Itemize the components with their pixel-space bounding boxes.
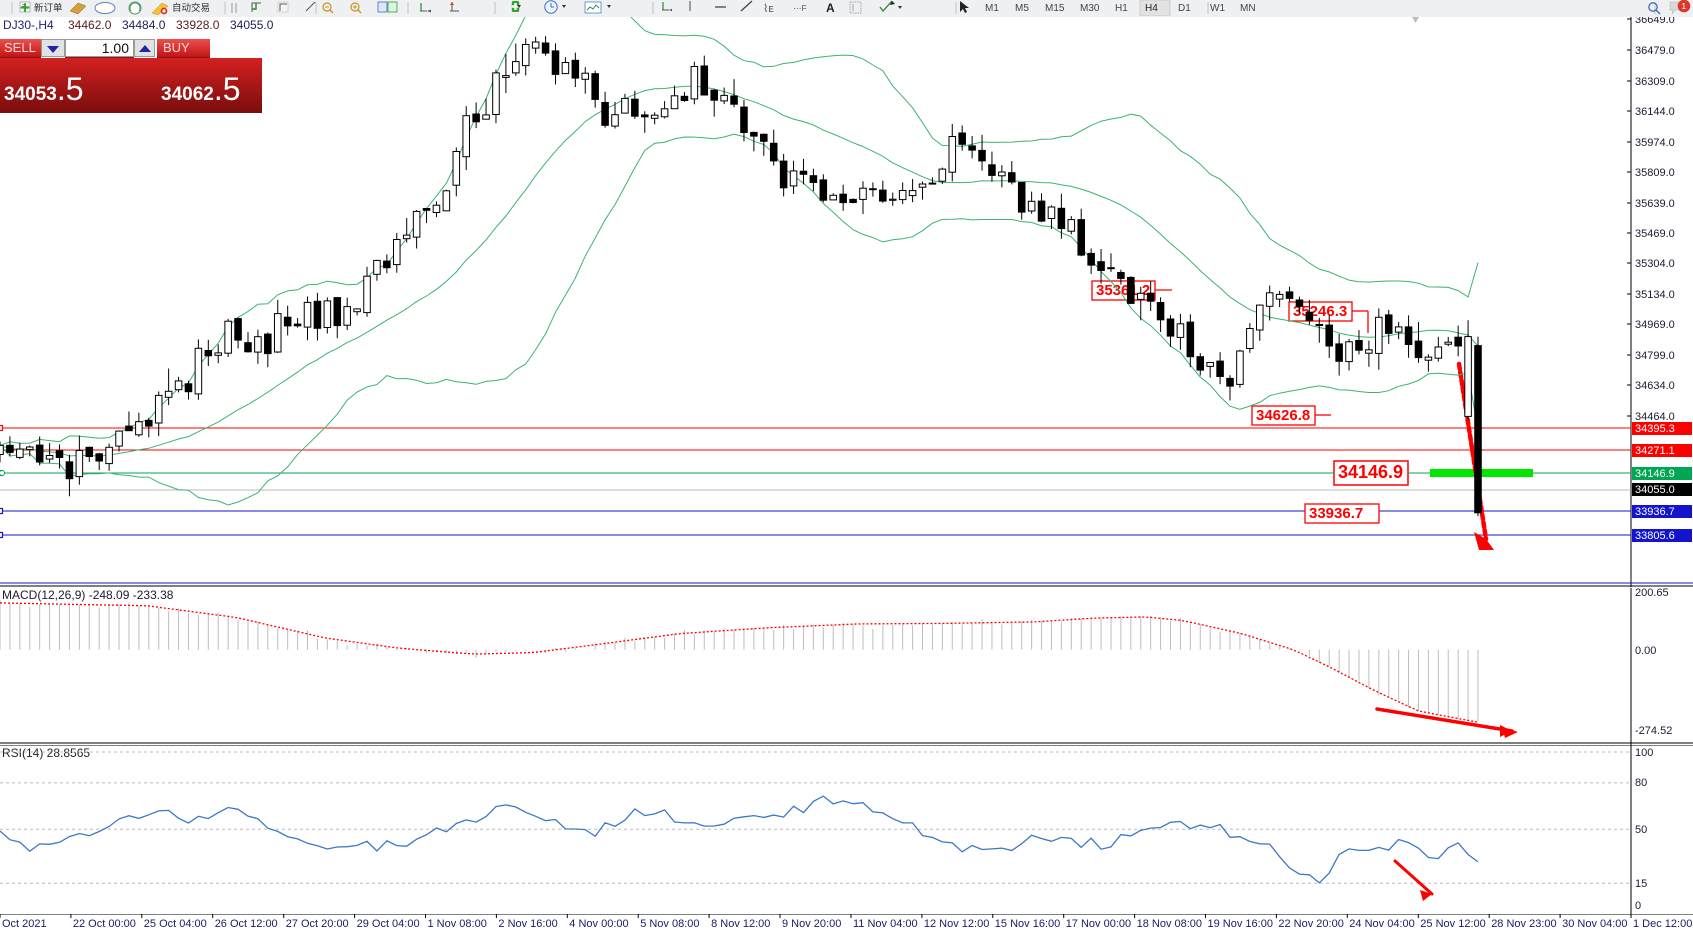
svg-text:34146.9: 34146.9 bbox=[1338, 462, 1403, 482]
svg-text:35974.0: 35974.0 bbox=[1635, 137, 1675, 149]
svg-text:22 Oct 00:00: 22 Oct 00:00 bbox=[73, 918, 136, 930]
svg-text:34395.3: 34395.3 bbox=[1635, 423, 1675, 435]
svg-text:35469.0: 35469.0 bbox=[1635, 228, 1675, 240]
svg-text:25 Nov 12:00: 25 Nov 12:00 bbox=[1420, 918, 1485, 930]
svg-text:H1: H1 bbox=[1115, 3, 1128, 14]
svg-text:MACD(12,26,9) -248.09 -233.38: MACD(12,26,9) -248.09 -233.38 bbox=[2, 588, 174, 602]
svg-text:80: 80 bbox=[1635, 777, 1647, 789]
svg-text:36479.0: 36479.0 bbox=[1635, 45, 1675, 57]
svg-text:1 Dec 12:00: 1 Dec 12:00 bbox=[1633, 918, 1692, 930]
svg-text:-274.52: -274.52 bbox=[1635, 725, 1672, 737]
svg-text:34146.9: 34146.9 bbox=[1635, 468, 1675, 480]
svg-text:35639.0: 35639.0 bbox=[1635, 198, 1675, 210]
svg-text:0: 0 bbox=[1635, 900, 1641, 912]
svg-text:28 Nov 23:00: 28 Nov 23:00 bbox=[1491, 918, 1556, 930]
svg-text:15 Nov 16:00: 15 Nov 16:00 bbox=[995, 918, 1060, 930]
svg-text:30 Nov 04:00: 30 Nov 04:00 bbox=[1562, 918, 1627, 930]
svg-text:36649.0: 36649.0 bbox=[1635, 17, 1675, 26]
svg-text:36144.0: 36144.0 bbox=[1635, 106, 1675, 118]
svg-text:19 Nov 16:00: 19 Nov 16:00 bbox=[1208, 918, 1273, 930]
svg-text:M1: M1 bbox=[985, 3, 999, 14]
svg-text:27 Oct 20:00: 27 Oct 20:00 bbox=[286, 918, 349, 930]
svg-text:24 Nov 04:00: 24 Nov 04:00 bbox=[1349, 918, 1414, 930]
svg-text:W1: W1 bbox=[1210, 3, 1225, 14]
svg-text:8 Nov 12:00: 8 Nov 12:00 bbox=[711, 918, 770, 930]
svg-text:33936.7: 33936.7 bbox=[1635, 506, 1675, 518]
svg-text:34055.0: 34055.0 bbox=[1635, 484, 1675, 496]
svg-text:34799.0: 34799.0 bbox=[1635, 350, 1675, 362]
svg-text:17 Nov 00:00: 17 Nov 00:00 bbox=[1066, 918, 1131, 930]
svg-text:33936.7: 33936.7 bbox=[1309, 505, 1363, 522]
svg-text:29 Oct 04:00: 29 Oct 04:00 bbox=[357, 918, 420, 930]
svg-text:自动交易: 自动交易 bbox=[172, 2, 210, 14]
svg-text:15: 15 bbox=[1635, 878, 1647, 890]
svg-text:35809.0: 35809.0 bbox=[1635, 167, 1675, 179]
svg-text:25 Oct 04:00: 25 Oct 04:00 bbox=[144, 918, 207, 930]
svg-text:9 Nov 20:00: 9 Nov 20:00 bbox=[782, 918, 841, 930]
svg-text:MN: MN bbox=[1240, 3, 1256, 14]
svg-text:0.00: 0.00 bbox=[1635, 645, 1656, 657]
svg-text:A: A bbox=[826, 1, 835, 15]
svg-text:34055.0: 34055.0 bbox=[230, 18, 274, 32]
svg-text:M5: M5 bbox=[1015, 3, 1029, 14]
svg-text:11 Nov 04:00: 11 Nov 04:00 bbox=[853, 918, 918, 930]
svg-text:1 Nov 08:00: 1 Nov 08:00 bbox=[428, 918, 487, 930]
svg-text:M30: M30 bbox=[1080, 3, 1100, 14]
svg-text:34484.0: 34484.0 bbox=[122, 18, 166, 32]
svg-text:M15: M15 bbox=[1045, 3, 1065, 14]
svg-text:⋯F: ⋯F bbox=[793, 3, 807, 13]
svg-text:1: 1 bbox=[1681, 1, 1686, 11]
svg-text:34969.0: 34969.0 bbox=[1635, 319, 1675, 331]
svg-text:34271.1: 34271.1 bbox=[1635, 445, 1675, 457]
svg-text:34634.0: 34634.0 bbox=[1635, 380, 1675, 392]
svg-text:33928.0: 33928.0 bbox=[176, 18, 220, 32]
svg-text:RSI(14) 28.8565: RSI(14) 28.8565 bbox=[2, 746, 90, 760]
svg-text:22 Nov 20:00: 22 Nov 20:00 bbox=[1278, 918, 1343, 930]
svg-text:12 Nov 12:00: 12 Nov 12:00 bbox=[924, 918, 989, 930]
svg-text:35134.0: 35134.0 bbox=[1635, 289, 1675, 301]
svg-text:34626.8: 34626.8 bbox=[1256, 407, 1310, 424]
svg-text:H4: H4 bbox=[1145, 3, 1158, 14]
svg-text:18 Nov 08:00: 18 Nov 08:00 bbox=[1137, 918, 1202, 930]
svg-text:35304.0: 35304.0 bbox=[1635, 258, 1675, 270]
svg-text:Oct 2021: Oct 2021 bbox=[2, 918, 47, 930]
svg-text:36309.0: 36309.0 bbox=[1635, 76, 1675, 88]
svg-text:D1: D1 bbox=[1178, 3, 1191, 14]
svg-text:2 Nov 16:00: 2 Nov 16:00 bbox=[498, 918, 557, 930]
svg-text:50: 50 bbox=[1635, 824, 1647, 836]
svg-text:DJ30-,H4: DJ30-,H4 bbox=[3, 18, 54, 32]
svg-text:34462.0: 34462.0 bbox=[68, 18, 112, 32]
svg-text:新订单: 新订单 bbox=[34, 2, 63, 14]
svg-text:100: 100 bbox=[1635, 747, 1653, 759]
svg-text:34464.0: 34464.0 bbox=[1635, 411, 1675, 423]
svg-text:26 Oct 12:00: 26 Oct 12:00 bbox=[215, 918, 278, 930]
svg-text:5 Nov 08:00: 5 Nov 08:00 bbox=[640, 918, 699, 930]
svg-text:33805.6: 33805.6 bbox=[1635, 530, 1675, 542]
svg-text:⌇ᴇ: ⌇ᴇ bbox=[763, 3, 774, 15]
svg-text:200.65: 200.65 bbox=[1635, 588, 1669, 599]
svg-text:4 Nov 00:00: 4 Nov 00:00 bbox=[569, 918, 628, 930]
